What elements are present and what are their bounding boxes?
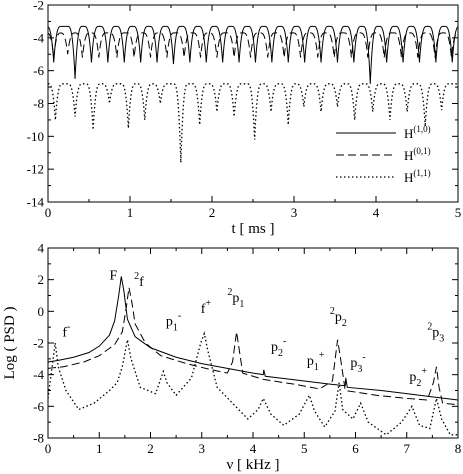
x-tick-label: 0 — [45, 441, 52, 456]
y-tick-label: 2 — [38, 272, 45, 287]
legend-label-sup: (1,1) — [413, 168, 430, 178]
mode-label: 2p2 — [330, 306, 347, 329]
legend-label: H — [404, 148, 413, 163]
mode-label: 2p1 — [227, 287, 244, 310]
mode-label-sup: + — [319, 350, 325, 361]
mode-label: p3- — [350, 352, 365, 375]
mode-label: 2p3 — [427, 322, 444, 345]
mode-label: F — [110, 269, 118, 284]
mode-label-prefix: 2 — [427, 322, 432, 333]
x-tick-label: 4 — [373, 205, 380, 220]
mode-label-base: p — [232, 291, 239, 306]
mode-label-sub: 3 — [357, 364, 362, 375]
x-tick-label: 3 — [199, 441, 206, 456]
psd-series-dashed — [47, 287, 459, 406]
y-tick-label: -14 — [27, 195, 45, 210]
mode-label-sup: + — [205, 298, 211, 309]
y-tick-label: -12 — [27, 162, 44, 177]
psd-series-solid — [47, 276, 459, 401]
mode-label-base: f — [62, 326, 67, 341]
mode-label-sub: 2 — [278, 348, 283, 359]
y-tick-label: -8 — [33, 96, 44, 111]
mode-label-base: f — [139, 275, 144, 290]
mode-label-sup: - — [362, 352, 365, 363]
legend-label-sup: (1,0) — [413, 124, 430, 134]
y-tick-label: -8 — [33, 431, 44, 446]
mode-label-sub: 3 — [439, 334, 444, 345]
mode-label: f+ — [201, 298, 212, 317]
y-tick-label: -6 — [33, 63, 44, 78]
mode-label-base: f — [201, 302, 206, 317]
x-tick-label: 2 — [209, 205, 216, 220]
y-tick-label: -4 — [33, 30, 44, 45]
series-line-(1,0) — [47, 25, 459, 84]
mode-label-base: p — [432, 326, 439, 341]
mode-label-base: p — [271, 340, 278, 355]
x-tick-label: 2 — [147, 441, 154, 456]
mode-label-sup: - — [178, 311, 181, 322]
series-line-(1,1) — [48, 83, 458, 163]
x-tick-label: 8 — [455, 441, 462, 456]
legend-entry: H(1,1) — [404, 168, 431, 185]
mode-label-base: p — [335, 310, 342, 325]
x-axis-label: ν [ kHz ] — [226, 457, 279, 473]
mode-label-base: p — [166, 315, 173, 330]
x-tick-label: 7 — [404, 441, 411, 456]
y-tick-label: 4 — [38, 241, 45, 256]
mode-label-base: p — [307, 354, 314, 369]
mode-label: p1- — [166, 311, 181, 334]
x-axis-label: t [ ms ] — [232, 221, 275, 237]
x-tick-label: 5 — [301, 441, 308, 456]
y-tick-label: -10 — [27, 129, 44, 144]
mode-label-sub: 1 — [173, 323, 178, 334]
mode-label-sup: - — [283, 336, 286, 347]
mode-label-base: p — [409, 370, 416, 385]
mode-label: p2- — [271, 336, 286, 359]
series-line-(0,1) — [47, 32, 459, 58]
legend-label: H — [404, 170, 413, 185]
x-tick-label: 4 — [250, 441, 257, 456]
psd-series-dotted — [47, 331, 458, 436]
legend-entry: H(1,0) — [404, 124, 431, 141]
mode-label: p1+ — [307, 350, 325, 373]
time-series-chart: 0 1 2 3 4 5-2-4-6-8-10-12-14t [ ms ]H(1,0)H(0… — [27, 0, 462, 237]
mode-label-prefix: 2 — [134, 271, 139, 282]
mode-label-sup: + — [421, 366, 427, 377]
mode-label-sub: 1 — [239, 299, 244, 310]
mode-label: f- — [62, 322, 70, 341]
mode-label-sup: - — [67, 322, 70, 333]
y-tick-label: 0 — [38, 304, 45, 319]
x-tick-label: 1 — [96, 441, 103, 456]
mode-label-sub: 1 — [314, 362, 319, 373]
y-tick-label: -2 — [33, 336, 44, 351]
y-tick-label: -2 — [33, 0, 44, 13]
legend-entry: H(0,1) — [404, 146, 431, 163]
mode-label-prefix: 2 — [227, 287, 232, 298]
legend-label-sup: (0,1) — [413, 146, 430, 156]
mode-label-sub: 2 — [342, 318, 347, 329]
y-tick-label: -6 — [33, 399, 44, 414]
x-tick-label: 5 — [455, 205, 462, 220]
mode-label-sub: 2 — [416, 378, 421, 389]
mode-label-prefix: 2 — [330, 306, 335, 317]
mode-label-base: F — [110, 269, 118, 284]
x-tick-label: 3 — [291, 205, 298, 220]
x-tick-label: 1 — [127, 205, 134, 220]
x-tick-label: 6 — [352, 441, 359, 456]
legend-label: H — [404, 126, 413, 141]
mode-label: 2f — [134, 271, 144, 290]
y-axis-label: Log ( PSD ) — [2, 307, 18, 380]
mode-label: p2+ — [409, 366, 427, 389]
y-tick-label: -4 — [33, 367, 44, 382]
mode-label-base: p — [350, 356, 357, 371]
x-tick-label: 0 — [45, 205, 52, 220]
